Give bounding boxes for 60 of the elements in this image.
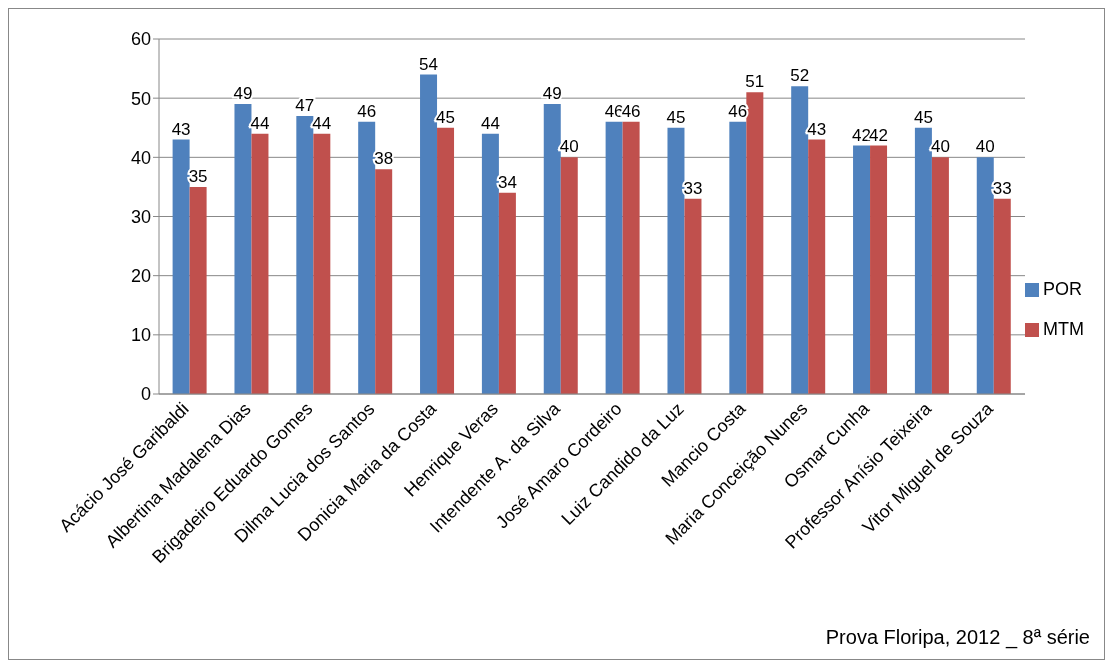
bar xyxy=(870,145,888,394)
data-label: 46 xyxy=(621,101,641,121)
bar xyxy=(543,104,561,394)
data-label: 33 xyxy=(683,178,703,198)
text: Prova Floripa, 2012 _ 8ª série xyxy=(825,626,1090,649)
bar xyxy=(172,139,190,394)
bar xyxy=(189,186,207,394)
bar xyxy=(234,104,252,394)
y-tick-label: 10 xyxy=(130,325,151,346)
bar xyxy=(251,133,269,394)
data-label: 46 xyxy=(357,101,377,121)
data-label: 34 xyxy=(497,172,517,192)
data-label: 49 xyxy=(233,84,253,104)
data-label: 44 xyxy=(480,113,500,133)
legend-label: POR xyxy=(1043,279,1083,299)
bar xyxy=(931,157,949,394)
bar xyxy=(498,192,516,394)
bar xyxy=(605,121,623,394)
bar xyxy=(684,198,702,394)
bar xyxy=(420,74,438,394)
data-label: 49 xyxy=(542,84,562,104)
data-label: 45 xyxy=(666,107,686,127)
data-label: 40 xyxy=(559,137,579,157)
bar xyxy=(296,115,314,394)
bar xyxy=(313,133,331,394)
bar xyxy=(622,121,640,394)
bar xyxy=(560,157,578,394)
data-label: 46 xyxy=(728,101,748,121)
bar xyxy=(358,121,376,394)
data-label: 45 xyxy=(913,107,933,127)
data-label: 42 xyxy=(869,125,889,145)
y-tick-label: 0 xyxy=(140,384,151,405)
bar xyxy=(481,133,499,394)
data-label: 33 xyxy=(992,178,1012,198)
data-label: 51 xyxy=(745,72,765,92)
data-label: 44 xyxy=(250,113,270,133)
data-label: 54 xyxy=(419,54,438,74)
bar xyxy=(729,121,747,394)
bar xyxy=(914,127,932,394)
bar xyxy=(746,92,764,394)
y-tick-label: 20 xyxy=(130,266,151,287)
data-label: 40 xyxy=(975,137,995,157)
data-label: 47 xyxy=(295,95,315,115)
bar xyxy=(976,157,994,394)
bar xyxy=(437,127,455,394)
data-label: 43 xyxy=(171,119,191,139)
bar xyxy=(993,198,1011,394)
bar xyxy=(853,145,871,394)
bar xyxy=(791,86,809,394)
y-tick-label: 60 xyxy=(130,29,151,50)
y-tick-label: 40 xyxy=(130,147,151,168)
data-label: 35 xyxy=(188,166,208,186)
y-tick-label: 30 xyxy=(130,206,151,227)
y-tick-label: 50 xyxy=(130,88,151,109)
legend-label: MTM xyxy=(1043,319,1084,339)
bar xyxy=(375,169,393,394)
data-label: 52 xyxy=(790,66,810,86)
bar xyxy=(808,139,826,394)
data-label: 38 xyxy=(374,149,394,169)
bar xyxy=(667,127,685,394)
